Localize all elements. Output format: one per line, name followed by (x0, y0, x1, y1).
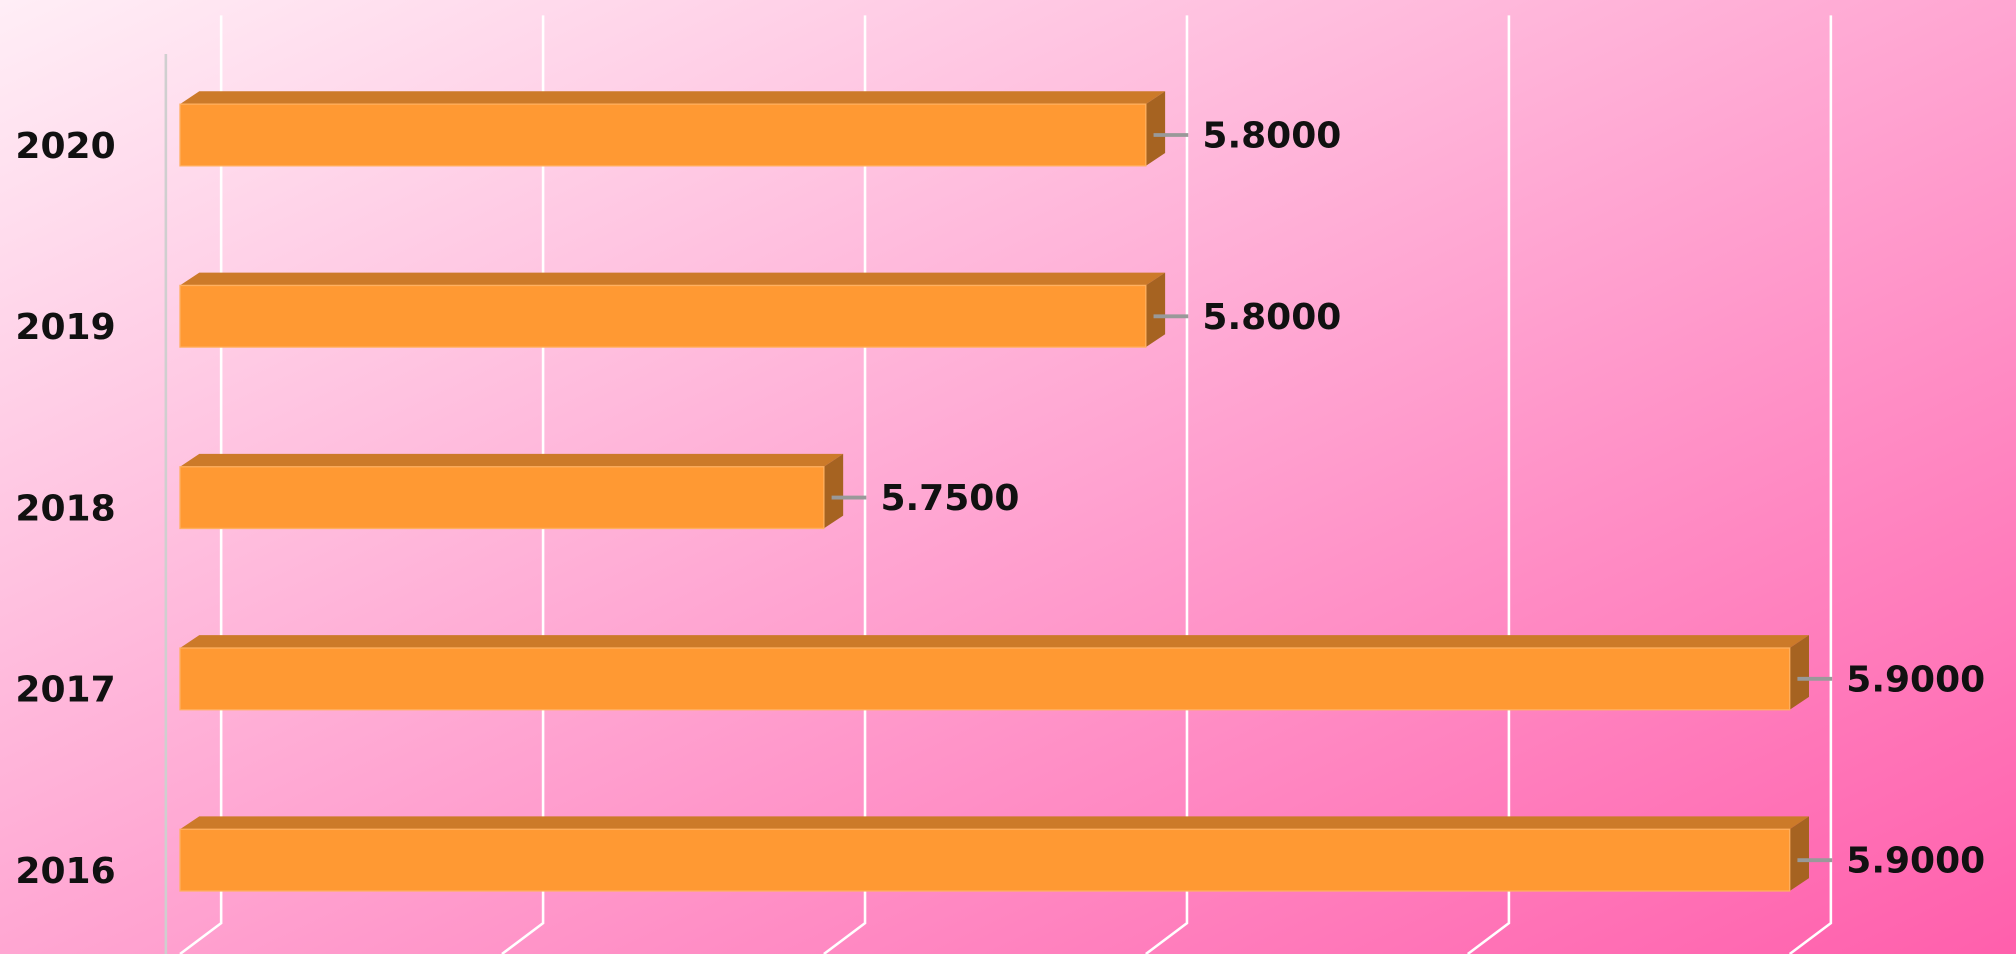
bar (179, 635, 1809, 711)
bar-front (179, 284, 1147, 348)
data-label: 5.9000 (1846, 841, 1985, 882)
bar-front (179, 647, 1791, 711)
y-tick-label: 2018 (15, 488, 115, 529)
bar-top (180, 635, 1809, 648)
bar-top (180, 91, 1166, 105)
data-label: 5.8000 (1202, 116, 1341, 157)
data-label: 5.7500 (880, 478, 1019, 519)
bar-top (180, 272, 1166, 286)
bar-top (180, 453, 844, 467)
grid-line (1788, 15, 1833, 954)
y-tick-label: 2016 (15, 851, 115, 892)
bar (179, 816, 1809, 892)
bar-side (1789, 635, 1809, 710)
y-tick-label: 2017 (15, 670, 115, 711)
bar-side (823, 453, 844, 529)
bar-side (1789, 816, 1809, 891)
grid-line (1467, 15, 1511, 954)
data-label: 5.8000 (1202, 297, 1341, 338)
bar (179, 453, 844, 530)
data-label: 5.9000 (1846, 659, 1985, 700)
y-tick-label: 2020 (15, 126, 115, 167)
bar-side (1145, 91, 1166, 166)
y-tick-label: 2019 (15, 307, 115, 348)
bar (179, 91, 1166, 167)
bar-side (1145, 272, 1166, 348)
bar (179, 272, 1166, 348)
bar-front (179, 828, 1791, 892)
bar-front (179, 103, 1147, 167)
bar-front (179, 466, 825, 530)
bar-top (180, 816, 1809, 830)
